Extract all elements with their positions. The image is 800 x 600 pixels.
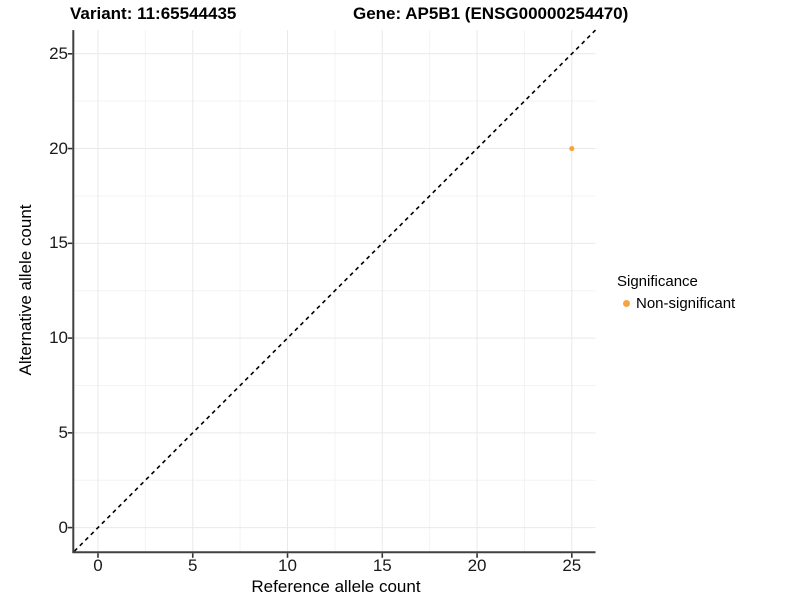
x-tick-label: 20 [467, 556, 487, 575]
y-tick-label: 15 [49, 233, 68, 253]
x-tick-label: 25 [562, 556, 582, 575]
data-point [569, 145, 575, 152]
legend-point-icon [623, 300, 630, 307]
x-tick-label: 0 [93, 556, 103, 575]
x-axis-title: Reference allele count [251, 577, 421, 596]
y-tick-label: 20 [49, 138, 68, 158]
y-tick-label: 5 [58, 422, 68, 442]
y-tick-label: 0 [58, 517, 68, 537]
gene-title: Gene: AP5B1 (ENSG00000254470) [353, 4, 629, 23]
legend: Significance Non-significant [617, 273, 735, 312]
legend-item-non-significant: Non-significant [617, 295, 735, 312]
variant-title: Variant: 11:65544435 [70, 4, 237, 23]
legend-item-label: Non-significant [636, 295, 736, 312]
x-tick-label: 5 [188, 556, 198, 575]
y-axis-title: Alternative allele count [16, 204, 35, 376]
y-tick-label: 25 [49, 43, 68, 63]
legend-title: Significance [617, 273, 698, 290]
x-tick-label: 15 [372, 556, 392, 575]
y-tick-label: 10 [49, 328, 68, 348]
identity-line [73, 29, 597, 552]
x-tick-label: 10 [278, 556, 297, 575]
